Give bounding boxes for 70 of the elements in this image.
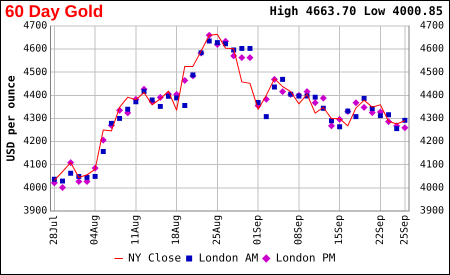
point: [239, 46, 244, 51]
x-tick-label: 28Jul: [48, 214, 60, 246]
point: [312, 94, 318, 100]
x-tick-label: 25Sep: [399, 214, 410, 246]
point: [394, 126, 400, 132]
point: [378, 113, 383, 118]
y2-tick-label: 4300: [420, 113, 444, 124]
x-tick-label: 04Aug: [90, 214, 101, 246]
y2-tick-label: 4400: [420, 90, 444, 101]
y-tick-label: 4500: [23, 66, 48, 78]
point: [360, 104, 368, 111]
point: [264, 114, 269, 120]
point: [337, 124, 342, 130]
y2-tick-label: 4600: [420, 44, 444, 55]
y2-tick-label: 4700: [420, 20, 444, 32]
point: [181, 77, 188, 84]
y-tick-label: 4600: [23, 44, 48, 55]
y-tick-label: 3900: [23, 205, 48, 216]
y2-tick-label: 4100: [420, 159, 444, 170]
y2-tick-label: 4500: [420, 66, 444, 78]
legend-label: NY Close: [128, 251, 182, 264]
point: [100, 149, 106, 154]
chart-subtitle: High 4663.70 Low 4000.85: [270, 4, 443, 18]
y-tick-label: 4000: [23, 182, 48, 194]
point: [352, 99, 360, 106]
y-tick-label: 4200: [23, 136, 48, 148]
point: [206, 38, 212, 44]
point: [68, 170, 74, 176]
x-tick-label: 11Aug: [130, 214, 142, 246]
point: [84, 174, 90, 180]
point: [246, 54, 254, 62]
legend-label: London PM: [276, 251, 336, 264]
y-axis-title: USD per ounce: [4, 75, 18, 162]
x-tick-label: 25Aug: [212, 214, 223, 246]
point: [328, 122, 335, 130]
y-tick-label: 4300: [23, 113, 48, 124]
x-tick-label: 01Sep: [252, 214, 264, 246]
point: [158, 104, 163, 109]
point: [117, 116, 122, 121]
point: [312, 99, 319, 106]
point: [133, 99, 138, 104]
point: [272, 84, 277, 90]
point: [238, 54, 246, 62]
x-tick-label: 08Sep: [293, 214, 304, 246]
point: [279, 88, 286, 96]
y-tick-label: 4400: [23, 90, 48, 101]
point: [248, 46, 252, 51]
y2-tick-label: 4200: [420, 136, 444, 148]
point: [150, 97, 155, 102]
point: [401, 124, 408, 132]
point: [214, 40, 220, 46]
legend-label: London AM: [198, 251, 259, 264]
x-tick-label: 18Aug: [171, 214, 182, 246]
y-tick-label: 4100: [23, 159, 48, 170]
point: [60, 178, 65, 184]
x-tick-label: 15Sep: [334, 214, 346, 246]
point: [280, 76, 286, 82]
point: [182, 103, 188, 108]
y-tick-label: 4700: [23, 20, 48, 32]
point: [320, 94, 327, 102]
x-tick-label: 22Sep: [374, 214, 386, 246]
y2-tick-label: 3900: [420, 205, 444, 216]
point: [353, 114, 358, 120]
point: [59, 184, 66, 192]
point: [125, 106, 130, 112]
chart-title: 60 Day Gold: [5, 2, 104, 21]
point: [362, 96, 367, 101]
y2-tick-label: 4000: [420, 182, 444, 194]
point: [75, 178, 82, 186]
point: [92, 174, 98, 179]
